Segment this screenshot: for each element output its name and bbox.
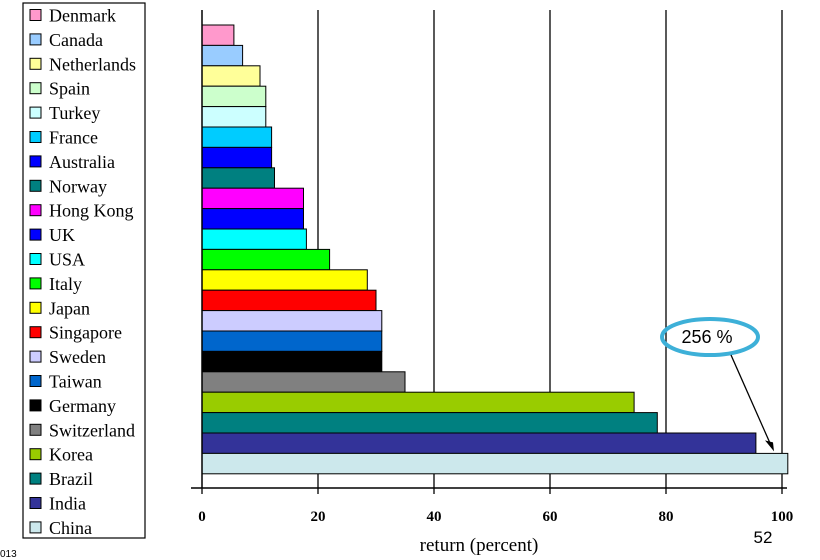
legend-swatch-germany <box>29 399 42 412</box>
legend-label-brazil: Brazil <box>49 469 93 489</box>
legend-swatch-france <box>29 131 42 143</box>
bar-korea <box>201 391 635 414</box>
legend-label-france: France <box>49 128 98 148</box>
legend-swatch-denmark <box>29 9 42 21</box>
legend-label-denmark: Denmark <box>49 6 116 26</box>
bar-spain <box>201 85 267 108</box>
footer-fragment: 013 <box>0 549 17 560</box>
legend-label-korea: Korea <box>49 445 93 465</box>
x-tick-label-20: 20 <box>311 509 326 525</box>
legend-label-canada: Canada <box>49 30 103 50</box>
bar-italy <box>201 248 331 271</box>
legend-swatch-uk <box>29 228 42 241</box>
legend-label-spain: Spain <box>49 79 90 99</box>
legend-swatch-norway <box>29 179 42 192</box>
legend-swatch-korea <box>29 448 42 461</box>
legend-swatch-netherlands <box>29 57 42 70</box>
bar-sweden <box>201 310 383 332</box>
x-axis-label: return (percent) <box>420 535 539 556</box>
legend-label-usa: USA <box>49 250 85 270</box>
bar-canada <box>201 44 244 67</box>
callout-arrow-line <box>730 354 772 446</box>
bar-usa <box>201 228 307 250</box>
x-tick-label-80: 80 <box>659 509 674 525</box>
x-tick-labels: 0 20 40 60 80 100 <box>198 509 793 525</box>
callout-label: 256 % <box>681 327 732 347</box>
bar-singapore <box>201 289 377 312</box>
bar-brazil <box>201 412 658 434</box>
legend-swatch-spain <box>29 82 42 95</box>
callout-ellipse <box>660 317 760 357</box>
legend-label-uk: UK <box>49 225 75 245</box>
axes <box>191 10 787 494</box>
legend-swatch-singapore <box>29 326 42 339</box>
legend-label-china: China <box>49 518 92 538</box>
bar-india <box>201 432 757 454</box>
bar-taiwan <box>201 330 383 352</box>
legend-label-norway: Norway <box>49 176 107 196</box>
legend-label-japan: Japan <box>49 298 90 318</box>
x-tick-label-100: 100 <box>771 509 794 525</box>
bar-norway <box>201 167 275 189</box>
legend-label-hong-kong: Hong Kong <box>49 201 134 221</box>
legend-label-sweden: Sweden <box>49 347 106 367</box>
legend-label-singapore: Singapore <box>49 323 122 343</box>
legend-label-germany: Germany <box>49 396 116 416</box>
legend-swatch-taiwan <box>29 375 42 387</box>
legend-swatch-turkey <box>29 106 42 119</box>
bar-netherlands <box>201 65 261 87</box>
bar-japan <box>201 269 368 291</box>
legend-swatch-australia <box>29 155 42 168</box>
legend-label-australia: Australia <box>49 152 115 172</box>
legend-frame <box>22 2 146 539</box>
x-tick-label-0: 0 <box>198 509 206 525</box>
legend-label-india: India <box>49 494 86 514</box>
legend-swatch-sweden <box>29 350 42 363</box>
page-number: 52 <box>754 528 773 547</box>
chart-legend: Denmark Canada Netherlands Spain Turkey Franc… <box>22 2 146 539</box>
callout-arrow-head <box>765 440 774 452</box>
legend-swatch-india <box>29 497 42 509</box>
bar-china <box>201 452 789 475</box>
bar-switzerland <box>201 371 406 393</box>
legend-swatch-italy <box>29 277 42 290</box>
annotation-callout: 256 % <box>660 317 774 452</box>
bar-france <box>201 126 273 148</box>
bar-hong-kong <box>201 187 304 210</box>
legend-label-italy: Italy <box>49 274 82 294</box>
bar-germany <box>201 350 383 373</box>
bar-turkey <box>201 106 267 128</box>
legend-label-netherlands: Netherlands <box>49 54 136 74</box>
bars-group <box>201 24 789 475</box>
legend-label-turkey: Turkey <box>49 103 100 123</box>
legend-swatch-brazil <box>29 472 42 485</box>
legend-label-taiwan: Taiwan <box>49 372 102 392</box>
legend-swatch-china <box>29 521 42 534</box>
legend-swatch-switzerland <box>29 423 42 436</box>
bar-australia <box>201 146 273 169</box>
bar-uk <box>201 208 304 230</box>
legend-swatch-japan <box>29 301 42 314</box>
bar-denmark <box>201 24 235 46</box>
legend-label-switzerland: Switzerland <box>49 420 135 440</box>
x-tick-label-60: 60 <box>543 509 558 525</box>
legend-swatch-canada <box>29 33 42 46</box>
legend-swatch-hong-kong <box>29 204 42 217</box>
x-tick-label-40: 40 <box>427 509 442 525</box>
legend-swatch-usa <box>29 253 42 265</box>
